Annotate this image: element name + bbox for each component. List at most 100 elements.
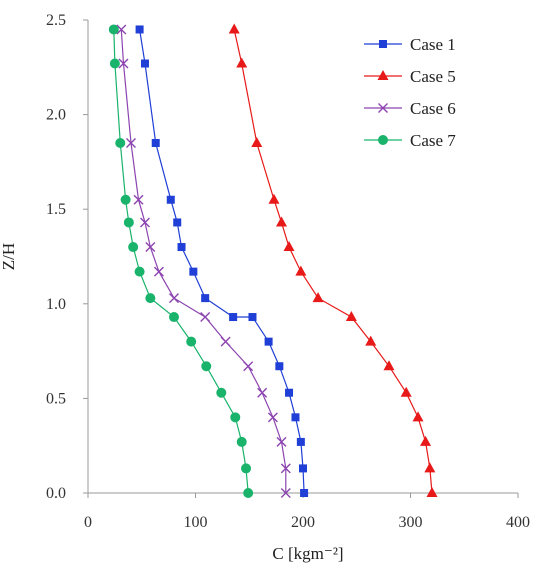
data-point-case-6 <box>220 336 231 347</box>
data-point-case-5 <box>400 386 412 397</box>
x-tick-label: 300 <box>399 514 423 531</box>
legend-entry-case-1: Case 1 <box>364 35 456 54</box>
series-line-case-1 <box>139 29 305 494</box>
data-point-case-1 <box>300 489 309 497</box>
legend-label: Case 7 <box>410 131 456 150</box>
data-point-case-1 <box>248 313 257 322</box>
data-point-case-7 <box>109 58 120 69</box>
data-point-case-6 <box>153 266 164 277</box>
legend-marker <box>379 40 387 48</box>
data-point-case-7 <box>243 488 254 498</box>
y-tick-label: 1.0 <box>46 296 66 313</box>
data-point-case-1 <box>166 195 175 204</box>
data-point-case-6 <box>267 412 278 423</box>
data-point-case-5 <box>345 311 357 322</box>
x-axis-title: C [kgm⁻²] <box>272 544 343 563</box>
data-point-case-5 <box>312 292 324 303</box>
data-point-case-1 <box>151 138 160 147</box>
data-point-case-5 <box>424 462 436 473</box>
series-group <box>108 23 438 498</box>
y-tick-label: 0.0 <box>46 485 66 502</box>
axes: 0 100 200 300 400 0.0 0.5 1.0 1.5 2.0 2.5 <box>46 12 530 531</box>
data-point-case-5 <box>283 241 295 252</box>
data-point-case-5 <box>420 435 432 446</box>
legend-label: Case 6 <box>410 99 456 118</box>
data-point-case-1 <box>177 243 186 252</box>
series-line-case-5 <box>233 29 433 494</box>
data-point-case-6 <box>276 436 287 447</box>
data-point-case-6 <box>139 217 150 228</box>
data-point-case-7 <box>236 436 247 447</box>
data-point-case-5 <box>426 487 438 497</box>
data-point-case-1 <box>299 464 307 473</box>
data-point-case-1 <box>296 437 305 446</box>
data-point-case-7 <box>123 217 134 228</box>
x-tick-label: 200 <box>291 514 315 531</box>
data-point-case-1 <box>173 218 182 227</box>
data-point-case-6 <box>280 463 291 474</box>
data-point-case-6 <box>118 58 129 69</box>
legend-marker <box>378 135 388 145</box>
data-point-case-1 <box>229 313 238 322</box>
data-point-case-1 <box>201 294 210 303</box>
data-point-case-5 <box>295 265 307 276</box>
legend-marker <box>377 70 389 80</box>
y-tick-label: 1.5 <box>46 201 66 218</box>
data-point-case-7 <box>120 194 131 205</box>
legend-label: Case 5 <box>410 67 456 86</box>
data-point-case-1 <box>140 59 149 68</box>
data-point-case-6 <box>280 488 291 498</box>
legend-entry-case-5: Case 5 <box>364 67 456 86</box>
series-case-5 <box>228 23 438 497</box>
data-point-case-7 <box>115 137 126 148</box>
data-point-case-6 <box>145 242 156 253</box>
x-tick-label: 0 <box>84 514 92 531</box>
legend: Case 1 Case 5 Case 6 Case 7 <box>364 35 456 150</box>
data-point-case-7 <box>186 336 197 347</box>
data-point-case-5 <box>365 335 377 346</box>
data-point-case-5 <box>383 360 395 371</box>
data-point-case-7 <box>201 361 212 372</box>
data-point-case-6 <box>257 387 268 398</box>
y-tick-label: 2.0 <box>46 107 66 124</box>
y-tick-label: 0.5 <box>46 390 66 407</box>
data-point-case-1 <box>275 362 284 371</box>
data-point-case-6 <box>243 361 254 372</box>
data-point-case-1 <box>135 25 144 34</box>
data-point-case-1 <box>264 337 273 346</box>
series-line-case-6 <box>120 29 287 493</box>
data-point-case-1 <box>189 267 198 276</box>
y-axis-title: Z/H <box>0 243 18 270</box>
data-point-case-1 <box>291 413 300 422</box>
data-point-case-7 <box>230 412 241 423</box>
data-point-case-5 <box>412 411 424 422</box>
legend-marker <box>378 103 388 113</box>
data-point-case-5 <box>236 57 248 68</box>
data-point-case-6 <box>169 293 179 304</box>
x-tick-label: 400 <box>506 514 530 531</box>
y-tick-label: 2.5 <box>46 12 66 29</box>
data-point-case-1 <box>285 388 294 397</box>
series-case-7 <box>108 24 254 498</box>
legend-entry-case-6: Case 6 <box>364 99 456 118</box>
data-point-case-6 <box>126 137 136 148</box>
data-point-case-7 <box>145 293 156 304</box>
data-point-case-7 <box>241 463 252 474</box>
data-point-case-6 <box>116 24 127 35</box>
legend-entry-case-7: Case 7 <box>364 131 456 150</box>
data-point-case-7 <box>128 242 139 253</box>
data-point-case-6 <box>133 194 144 205</box>
data-point-case-5 <box>268 193 280 204</box>
data-point-case-7 <box>134 266 145 277</box>
data-point-case-7 <box>108 24 119 35</box>
legend-label: Case 1 <box>410 35 456 54</box>
series-case-6 <box>116 24 291 498</box>
data-point-case-5 <box>276 216 287 227</box>
data-point-case-5 <box>251 136 263 147</box>
series-case-1 <box>135 25 309 497</box>
data-point-case-7 <box>216 387 227 398</box>
x-tick-label: 100 <box>184 514 208 531</box>
data-point-case-7 <box>169 312 179 323</box>
series-line-case-7 <box>113 29 249 494</box>
